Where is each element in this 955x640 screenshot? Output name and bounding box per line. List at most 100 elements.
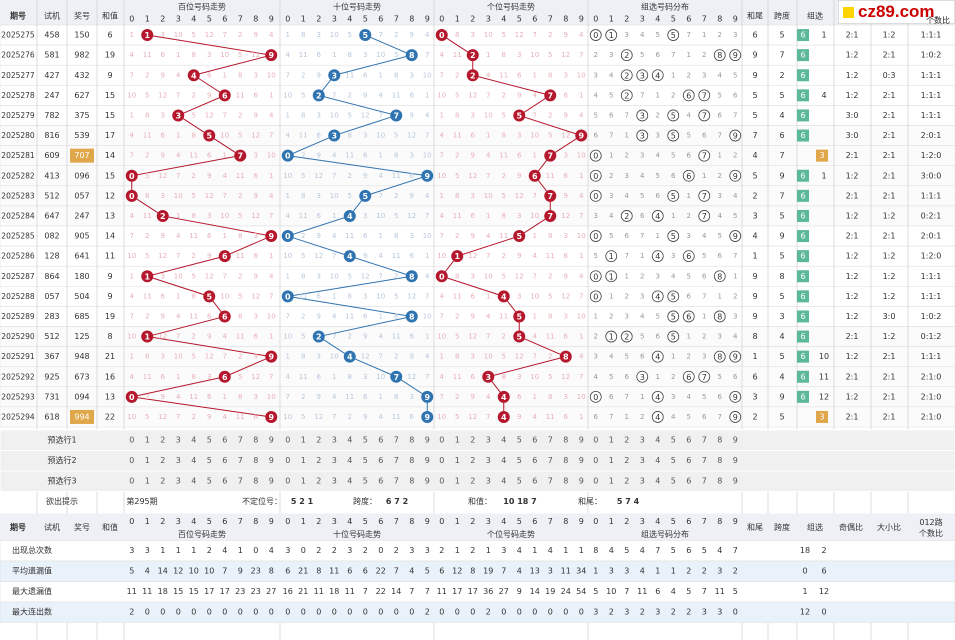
group-omission: 1 xyxy=(640,393,644,401)
omission-value: 3 xyxy=(161,111,165,119)
omission-value: 2 xyxy=(301,152,305,160)
omission-value: 9 xyxy=(207,91,211,99)
group-omission: 3 xyxy=(671,252,675,260)
stats-value: 11 xyxy=(715,587,725,596)
omission-value: 1 xyxy=(176,373,180,381)
omission-value: 9 xyxy=(254,111,258,119)
draw-ball-number: 8 xyxy=(409,272,415,281)
preselect-digit: 9 xyxy=(579,477,584,486)
group-digit: 0 xyxy=(593,232,598,241)
group-omission: 2 xyxy=(609,312,613,320)
omission-value: 5 xyxy=(348,272,352,280)
preselect-digit: 7 xyxy=(548,436,553,445)
group-digit-ring xyxy=(589,290,602,303)
footer-digit: 3 xyxy=(332,517,337,526)
omission-value: 8 xyxy=(394,232,398,240)
period-cell: 2025287 xyxy=(1,272,35,281)
omission-value: 2 xyxy=(348,91,352,99)
header-digit: 0 xyxy=(593,15,598,24)
group-omission: 5 xyxy=(702,252,706,260)
preselect-digit: 3 xyxy=(640,436,645,445)
omission-value: 4 xyxy=(269,31,274,39)
omission-value: 4 xyxy=(379,252,384,260)
group-omission: 2 xyxy=(687,353,691,361)
stats-value: 17 xyxy=(220,587,230,596)
draw-ball-number: 4 xyxy=(347,252,353,261)
stats-value: 15 xyxy=(173,587,183,596)
omission-value: 1 xyxy=(269,91,273,99)
preselect-digit: 8 xyxy=(717,436,722,445)
preselect-digit: 5 xyxy=(363,456,368,465)
omission-value: 2 xyxy=(502,252,506,260)
group-omission: 7 xyxy=(733,111,737,119)
omission-value: 9 xyxy=(517,172,521,180)
omission-value: 12 xyxy=(407,373,416,381)
stats-value: 2 xyxy=(207,546,212,555)
table-row xyxy=(0,105,955,126)
footer-digit: 0 xyxy=(593,517,598,526)
preselect-digit: 1 xyxy=(455,456,460,465)
omission-value: 7 xyxy=(440,232,444,240)
omission-value: 12 xyxy=(515,272,524,280)
omission-value: 6 xyxy=(363,312,368,320)
stats-value: 4 xyxy=(640,567,645,576)
omission-value: 8 xyxy=(548,393,552,401)
footer-digit: 6 xyxy=(532,517,537,526)
omission-value: 7 xyxy=(332,413,336,421)
stats-value: 5 xyxy=(686,587,691,596)
group6-badge xyxy=(797,390,809,403)
omission-value: 9 xyxy=(410,111,414,119)
test-number-cell: 647 xyxy=(44,211,59,220)
omission-value: 4 xyxy=(579,272,584,280)
header-digit: 6 xyxy=(378,15,383,24)
group-digit: 2 xyxy=(624,71,629,80)
omission-value: 4 xyxy=(579,353,584,361)
footer-big-small: 大小比 xyxy=(877,522,901,532)
stats-value: 2 xyxy=(609,608,614,617)
header-digit: 7 xyxy=(548,15,553,24)
omission-value: 5 xyxy=(192,353,196,361)
header-digit: 6 xyxy=(532,15,537,24)
omission-value: 3 xyxy=(564,232,568,240)
footer-digit: 8 xyxy=(563,517,568,526)
stats-value: 19 xyxy=(483,567,493,576)
omission-value: 8 xyxy=(502,132,506,140)
stats-value: 1 xyxy=(655,567,660,576)
omission-value: 3 xyxy=(564,393,568,401)
omission-value: 4 xyxy=(130,51,135,59)
group-digit-ring xyxy=(698,89,711,102)
stats-value: 7 xyxy=(409,587,414,596)
omission-value: 2 xyxy=(455,71,459,79)
sum-cell: 14 xyxy=(105,151,115,160)
omission-value: 1 xyxy=(486,132,490,140)
group-digit-ring xyxy=(651,250,664,263)
group-digit: 9 xyxy=(733,51,738,60)
omission-value: 4 xyxy=(379,91,384,99)
omission-value: 8 xyxy=(192,132,196,140)
odd-even-cell: 1:2 xyxy=(846,71,859,80)
stats-value: 4 xyxy=(717,546,722,555)
group-omission: 4 xyxy=(640,172,645,180)
group6-badge xyxy=(797,270,809,283)
omission-value: 8 xyxy=(145,353,149,361)
omission-value: 5 xyxy=(301,333,305,341)
header-digit: 5 xyxy=(517,15,522,24)
omission-value: 7 xyxy=(223,353,227,361)
omission-value: 3 xyxy=(564,152,568,160)
group6-value: 6 xyxy=(800,71,805,80)
omission-value: 12 xyxy=(251,51,260,59)
test-number-cell: 864 xyxy=(44,272,59,281)
omission-value: 4 xyxy=(379,333,384,341)
omission-value: 11 xyxy=(189,312,198,320)
group-omission: 2 xyxy=(640,413,644,421)
span-cell: 9 xyxy=(779,171,784,180)
omission-value: 4 xyxy=(486,152,491,160)
stats-value: 11 xyxy=(437,587,447,596)
stats-value: 3 xyxy=(624,567,629,576)
omission-value: 5 xyxy=(192,272,196,280)
draw-ball xyxy=(281,230,294,243)
preselect-digit: 8 xyxy=(563,477,568,486)
omission-value: 9 xyxy=(161,232,165,240)
omission-value: 6 xyxy=(363,152,368,160)
group-digit-ring xyxy=(667,189,680,202)
